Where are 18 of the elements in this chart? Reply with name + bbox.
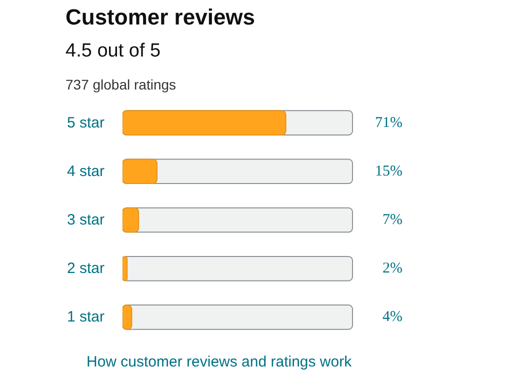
y-tick-label: 5 star [66, 114, 105, 132]
chart-subtitle: 4.5 out of 5 [66, 40, 161, 62]
data-label: 15% [375, 163, 403, 180]
data-label: 2% [382, 260, 403, 277]
y-tick-label: 2 star [66, 260, 105, 278]
data-label: 4% [382, 309, 403, 326]
data-label: 71% [375, 114, 403, 131]
bar [122, 256, 128, 282]
bar [122, 207, 140, 233]
text: 737 global ratings [66, 76, 176, 92]
bar [122, 304, 132, 330]
y-tick-label: 3 star [66, 212, 105, 228]
data-label: 7% [382, 212, 403, 228]
text: How customer reviews and ratings work [86, 354, 352, 370]
y-tick-label: 4 star [66, 162, 105, 180]
y-tick-label: 1 star [66, 308, 105, 326]
bar [122, 158, 158, 184]
chart-title: Customer reviews [66, 4, 256, 30]
